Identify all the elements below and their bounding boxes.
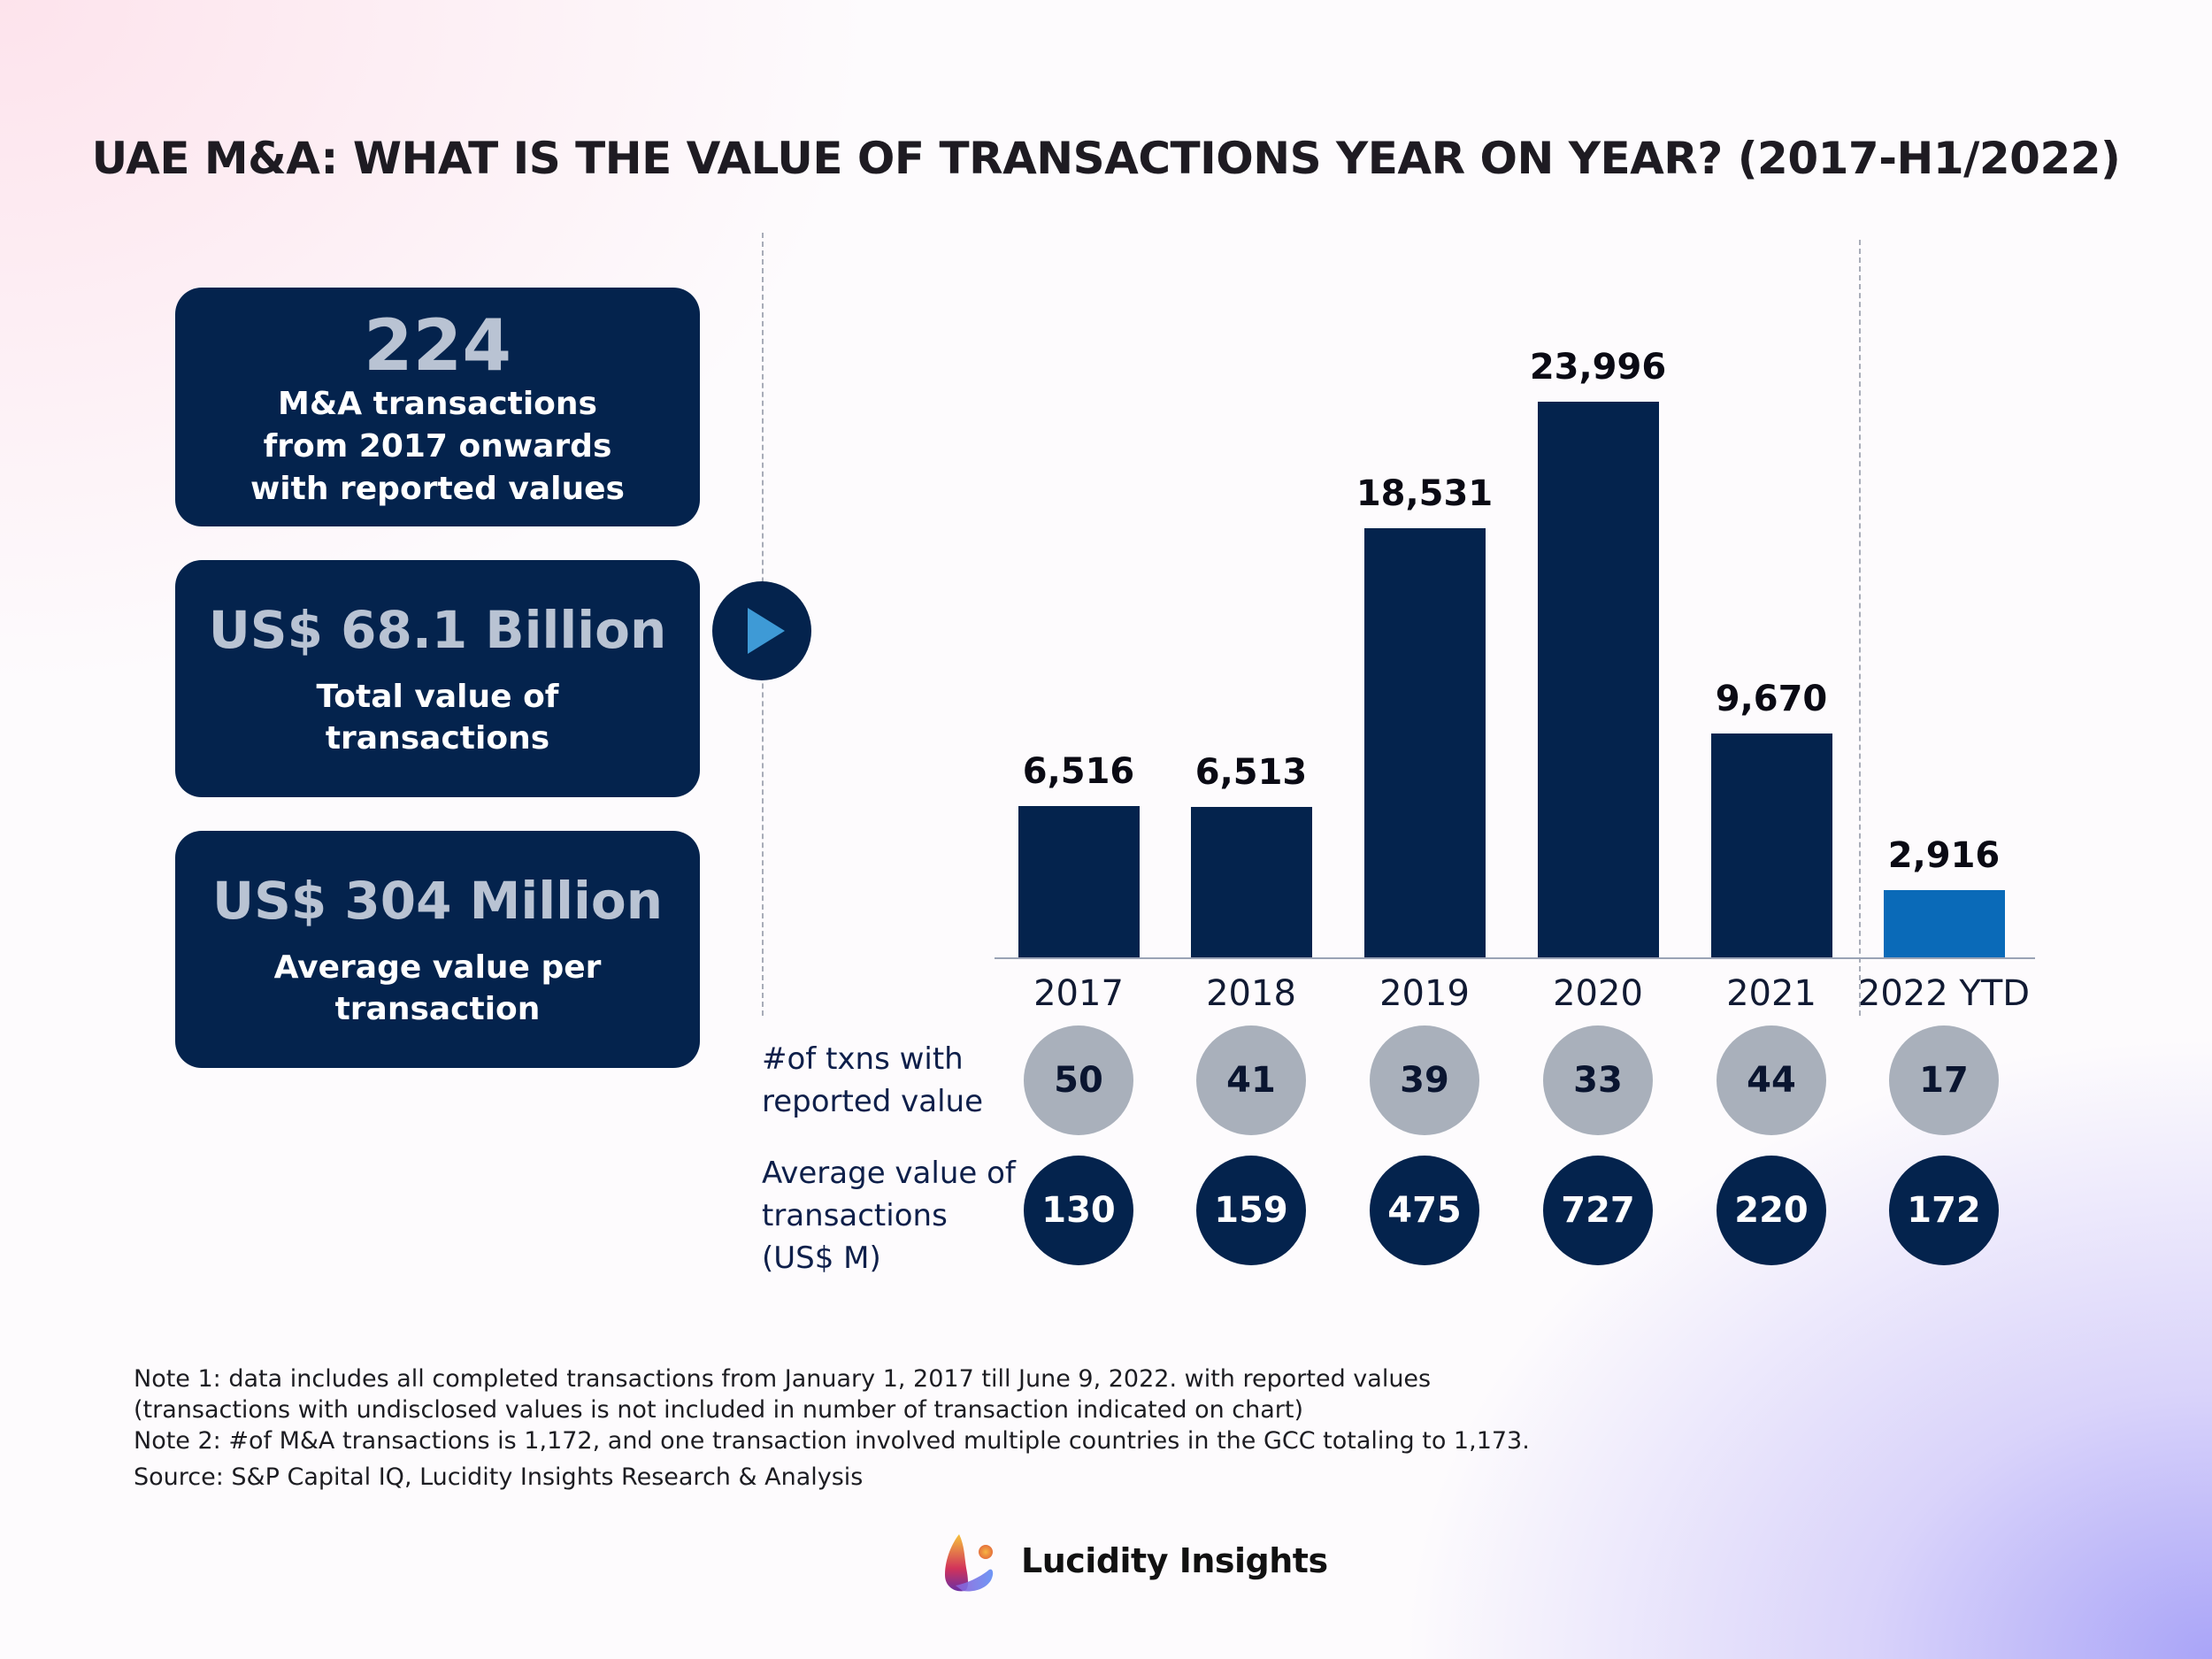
stat-label: with reported values	[250, 471, 625, 507]
avg-value-circle: 727	[1543, 1156, 1653, 1265]
stat-value: US$ 68.1 Billion	[208, 600, 667, 660]
bar-value-label: 23,996	[1529, 347, 1667, 388]
bar-2017	[1018, 806, 1140, 957]
bar-value-label: 18,531	[1356, 473, 1494, 515]
bar-2018	[1191, 806, 1312, 957]
txn-count-circle: 44	[1717, 1025, 1826, 1135]
chart-title: UAE M&A: WHAT IS THE VALUE OF TRANSACTIO…	[91, 133, 2121, 184]
txn-count-circle: 17	[1889, 1025, 1999, 1135]
row-label-line: Average value of	[762, 1156, 1016, 1191]
stat-card-average-value: US$ 304 Million Average value per transa…	[175, 831, 700, 1068]
avg-value-circle: 130	[1024, 1156, 1133, 1265]
row-label-average: Average value of transactions (US$ M)	[762, 1152, 1016, 1279]
x-tick-label: 2019	[1379, 973, 1470, 1014]
stat-label: M&A transactions	[278, 386, 597, 422]
row-label-line: reported value	[762, 1084, 984, 1119]
ytd-divider-dashed	[1859, 240, 1861, 1016]
bar-2020	[1538, 402, 1659, 957]
lucidity-logo-icon	[943, 1532, 1000, 1598]
avg-value-circle: 159	[1196, 1156, 1306, 1265]
avg-value-circle: 172	[1889, 1156, 1999, 1265]
row-label-line: #of txns with	[762, 1041, 964, 1077]
note-1: Note 1: data includes all completed tran…	[134, 1365, 1432, 1393]
row-label-line: transactions	[762, 1198, 948, 1233]
bar-2019	[1364, 528, 1486, 957]
x-tick-label: 2018	[1206, 973, 1296, 1014]
txn-count-circle: 33	[1543, 1025, 1653, 1135]
row-label-txns: #of txns with reported value	[762, 1038, 983, 1123]
stat-card-transactions: 224 M&A transactions from 2017 onwards w…	[175, 288, 700, 526]
x-tick-label: 2020	[1553, 973, 1643, 1014]
stat-label: transaction	[334, 991, 541, 1027]
bar-value-label: 6,516	[1022, 751, 1135, 793]
note-1-continued: (transactions with undisclosed values is…	[134, 1396, 1304, 1424]
x-axis	[995, 957, 2035, 959]
x-tick-label: 2017	[1033, 973, 1124, 1014]
bar-value-label: 2,916	[1887, 834, 2001, 876]
bar-2022-ytd	[1884, 889, 2005, 957]
bar-value-label: 6,513	[1194, 751, 1308, 793]
stat-label: Total value of	[316, 679, 559, 715]
avg-value-circle: 475	[1370, 1156, 1479, 1265]
stat-label: from 2017 onwards	[263, 428, 612, 465]
brand-name: Lucidity Insights	[1021, 1541, 1328, 1580]
x-tick-label: 2021	[1726, 973, 1816, 1014]
txn-count-circle: 39	[1370, 1025, 1479, 1135]
avg-value-circle: 220	[1717, 1156, 1826, 1265]
bar-value-label: 9,670	[1715, 678, 1828, 719]
stat-value: US$ 304 Million	[211, 871, 664, 931]
stat-value: 224	[364, 304, 511, 387]
stat-label: transactions	[325, 720, 550, 757]
stat-card-total-value: US$ 68.1 Billion Total value of transact…	[175, 560, 700, 797]
row-label-line: (US$ M)	[762, 1240, 881, 1276]
play-arrow-icon	[712, 581, 811, 680]
txn-count-circle: 41	[1196, 1025, 1306, 1135]
txn-count-circle: 50	[1024, 1025, 1133, 1135]
x-tick-label: 2022 YTD	[1857, 973, 2031, 1014]
note-2: Note 2: #of M&A transactions is 1,172, a…	[134, 1427, 1530, 1455]
source-note: Source: S&P Capital IQ, Lucidity Insight…	[134, 1463, 864, 1491]
bar-2021	[1711, 733, 1832, 957]
stat-label: Average value per	[273, 949, 602, 986]
